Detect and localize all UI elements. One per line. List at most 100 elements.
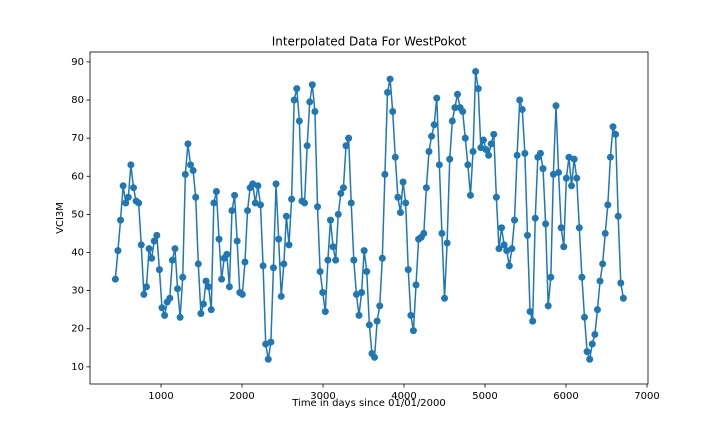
y-tick-label: 70: [71, 133, 84, 144]
data-point: [487, 140, 495, 148]
data-point: [306, 98, 314, 106]
data-point: [319, 289, 327, 297]
data-point: [311, 107, 319, 115]
data-point: [591, 330, 599, 338]
data-point: [378, 254, 386, 262]
data-point: [332, 256, 340, 264]
data-point: [324, 256, 332, 264]
data-point: [314, 203, 322, 211]
data-point: [210, 199, 218, 207]
data-point: [446, 155, 454, 163]
data-point: [612, 130, 620, 138]
data-point: [544, 302, 552, 310]
data-point: [516, 96, 524, 104]
data-point: [575, 224, 583, 232]
data-point: [580, 313, 588, 321]
data-point: [301, 199, 309, 207]
data-point: [350, 256, 358, 264]
data-point: [422, 184, 430, 192]
data-point: [254, 182, 262, 190]
data-point: [277, 292, 285, 300]
data-point: [498, 224, 506, 232]
data-point: [394, 193, 402, 201]
data-point: [396, 208, 404, 216]
data-point: [205, 283, 213, 291]
data-point: [599, 260, 607, 268]
data-point: [257, 201, 265, 209]
data-point: [308, 81, 316, 89]
data-point: [376, 302, 384, 310]
data-point: [187, 161, 195, 169]
data-point: [339, 184, 347, 192]
x-axis-label: Time in days since 01/01/2000: [291, 398, 446, 409]
data-point: [557, 224, 565, 232]
data-point: [233, 237, 241, 245]
data-point: [194, 260, 202, 268]
y-tick-label: 50: [71, 209, 84, 220]
data-point: [158, 304, 166, 312]
data-point: [451, 104, 459, 112]
data-point: [202, 277, 210, 285]
x-tick-label: 5000: [472, 391, 497, 402]
data-point: [407, 311, 415, 319]
data-point: [511, 216, 519, 224]
data-point: [280, 260, 288, 268]
x-tick-label: 2000: [229, 391, 254, 402]
y-axis-label: VCI3M: [55, 202, 66, 234]
data-point: [231, 191, 239, 199]
data-point: [140, 290, 148, 298]
data-point: [505, 262, 513, 270]
data-point: [282, 212, 290, 220]
data-point: [355, 311, 363, 319]
data-point: [199, 300, 207, 308]
data-point: [596, 277, 604, 285]
x-tick-label: 3000: [310, 391, 335, 402]
data-point: [316, 268, 324, 276]
data-point: [542, 220, 550, 228]
data-point: [288, 195, 296, 203]
data-point: [150, 237, 158, 245]
data-point: [176, 313, 184, 321]
data-point: [425, 147, 433, 155]
data-point: [337, 189, 345, 197]
data-point: [469, 147, 477, 155]
data-point: [124, 193, 132, 201]
data-point: [389, 107, 397, 115]
y-tick-label: 90: [71, 57, 84, 68]
data-point: [523, 231, 531, 239]
y-tick-label: 20: [71, 324, 84, 335]
data-point: [129, 184, 137, 192]
data-point: [402, 199, 410, 207]
data-point: [181, 170, 189, 178]
data-point: [617, 279, 625, 287]
data-point: [329, 243, 337, 251]
data-point: [122, 199, 130, 207]
data-point: [275, 235, 283, 243]
data-point: [290, 96, 298, 104]
data-point: [570, 155, 578, 163]
data-point: [485, 151, 493, 159]
data-point: [358, 289, 366, 297]
plot-frame: [89, 51, 649, 385]
data-point: [601, 229, 609, 237]
data-point: [267, 338, 275, 346]
data-point: [168, 256, 176, 264]
data-point: [529, 317, 537, 325]
data-point: [521, 149, 529, 157]
data-point: [111, 275, 119, 283]
data-point: [326, 216, 334, 224]
data-point: [588, 340, 596, 348]
data-point: [384, 88, 392, 96]
data-point: [212, 188, 220, 196]
data-point: [303, 142, 311, 150]
data-point: [381, 170, 389, 178]
data-point: [135, 199, 143, 207]
data-point: [171, 245, 179, 253]
data-point: [215, 235, 223, 243]
x-tick-label: 4000: [391, 391, 416, 402]
data-point: [137, 241, 145, 249]
y-tick-label: 30: [71, 286, 84, 297]
data-point: [119, 182, 127, 190]
data-point: [492, 193, 500, 201]
